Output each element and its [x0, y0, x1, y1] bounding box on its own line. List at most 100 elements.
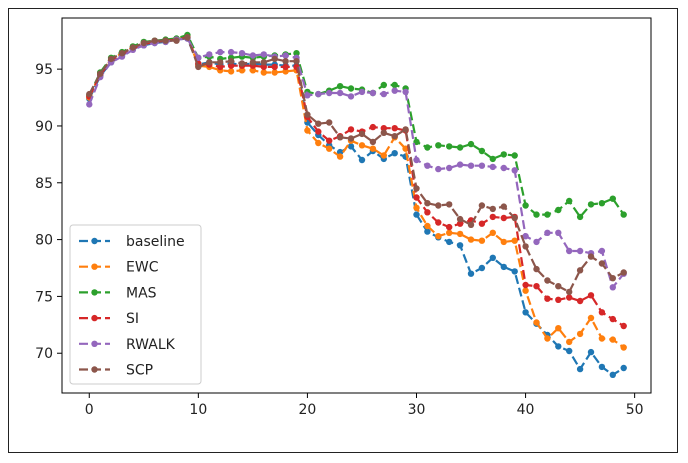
- data-point: [413, 156, 420, 164]
- data-point: [315, 120, 322, 127]
- data-point: [489, 205, 496, 213]
- data-point: [369, 145, 377, 152]
- data-point: [522, 233, 529, 240]
- data-point: [576, 213, 584, 221]
- data-point: [336, 89, 344, 97]
- legend-label: SI: [126, 311, 139, 327]
- data-point: [227, 48, 235, 56]
- series-layer: [86, 31, 627, 378]
- data-point: [446, 143, 453, 150]
- x-tick-label: 30: [408, 402, 426, 418]
- data-point: [249, 52, 257, 59]
- data-point: [402, 88, 409, 96]
- y-tick-label: 70: [35, 346, 53, 362]
- data-point: [446, 223, 453, 231]
- data-point: [555, 206, 562, 214]
- data-point: [478, 162, 486, 169]
- data-point: [500, 263, 507, 271]
- data-point: [566, 288, 573, 296]
- data-point: [380, 81, 387, 89]
- data-point: [435, 142, 442, 149]
- data-point: [369, 89, 377, 97]
- data-point: [533, 283, 540, 290]
- data-point: [598, 309, 606, 316]
- data-point: [576, 267, 584, 274]
- data-point: [217, 48, 224, 56]
- data-point: [576, 247, 584, 255]
- data-point: [456, 144, 464, 151]
- data-point: [598, 363, 606, 371]
- data-point: [598, 200, 606, 207]
- legend-marker: [91, 263, 98, 270]
- legend-marker: [91, 314, 98, 322]
- data-point: [566, 347, 573, 355]
- data-point: [555, 296, 562, 303]
- data-point: [587, 292, 595, 299]
- data-point: [315, 128, 322, 135]
- data-point: [478, 147, 486, 155]
- x-tick-label: 50: [626, 402, 644, 418]
- data-point: [609, 336, 616, 343]
- data-point: [576, 330, 584, 338]
- data-point: [304, 92, 311, 99]
- data-point: [435, 233, 442, 240]
- x-tick-label: 10: [189, 402, 207, 418]
- data-point: [544, 335, 551, 342]
- series-scp: [86, 34, 627, 296]
- data-point: [260, 69, 267, 76]
- data-point: [413, 211, 420, 218]
- data-point: [620, 364, 627, 372]
- data-point: [217, 63, 224, 71]
- data-point: [336, 153, 344, 160]
- data-point: [391, 87, 398, 94]
- data-point: [478, 237, 486, 244]
- data-point: [435, 165, 442, 173]
- legend-box: [69, 224, 202, 385]
- data-point: [478, 264, 486, 272]
- x-tick-label: 40: [517, 402, 535, 418]
- data-point: [489, 254, 496, 261]
- data-point: [467, 140, 475, 148]
- data-point: [380, 90, 387, 98]
- data-point: [391, 150, 398, 157]
- data-point: [522, 309, 529, 316]
- data-point: [358, 156, 366, 164]
- data-point: [282, 52, 289, 59]
- data-point: [489, 163, 496, 171]
- data-point: [598, 247, 606, 255]
- data-point: [326, 145, 333, 152]
- data-point: [326, 137, 333, 144]
- y-tick-label: 85: [35, 176, 53, 192]
- legend: baseline EWC MAS SI RWALK SCP: [69, 224, 202, 385]
- data-point: [544, 277, 551, 284]
- data-point: [620, 344, 627, 351]
- data-point: [315, 90, 322, 98]
- data-point: [402, 126, 409, 133]
- data-point: [609, 315, 616, 323]
- data-point: [380, 152, 387, 159]
- data-point: [347, 93, 355, 100]
- data-point: [380, 129, 387, 136]
- data-point: [489, 229, 496, 236]
- data-point: [435, 202, 442, 209]
- data-point: [413, 204, 420, 211]
- data-point: [282, 63, 289, 71]
- data-point: [511, 214, 518, 222]
- data-point: [227, 62, 235, 69]
- data-point: [293, 58, 300, 65]
- data-point: [500, 203, 507, 210]
- data-point: [609, 275, 616, 282]
- data-point: [206, 51, 213, 58]
- data-point: [227, 58, 235, 65]
- data-point: [511, 268, 518, 275]
- data-point: [424, 228, 431, 235]
- data-point: [587, 253, 595, 260]
- data-point: [511, 167, 518, 174]
- data-point: [347, 85, 355, 92]
- data-point: [467, 221, 475, 228]
- data-point: [566, 247, 573, 255]
- data-point: [456, 242, 464, 249]
- data-point: [184, 34, 191, 41]
- y-tick-label: 95: [35, 62, 53, 78]
- series-line: [88, 33, 625, 219]
